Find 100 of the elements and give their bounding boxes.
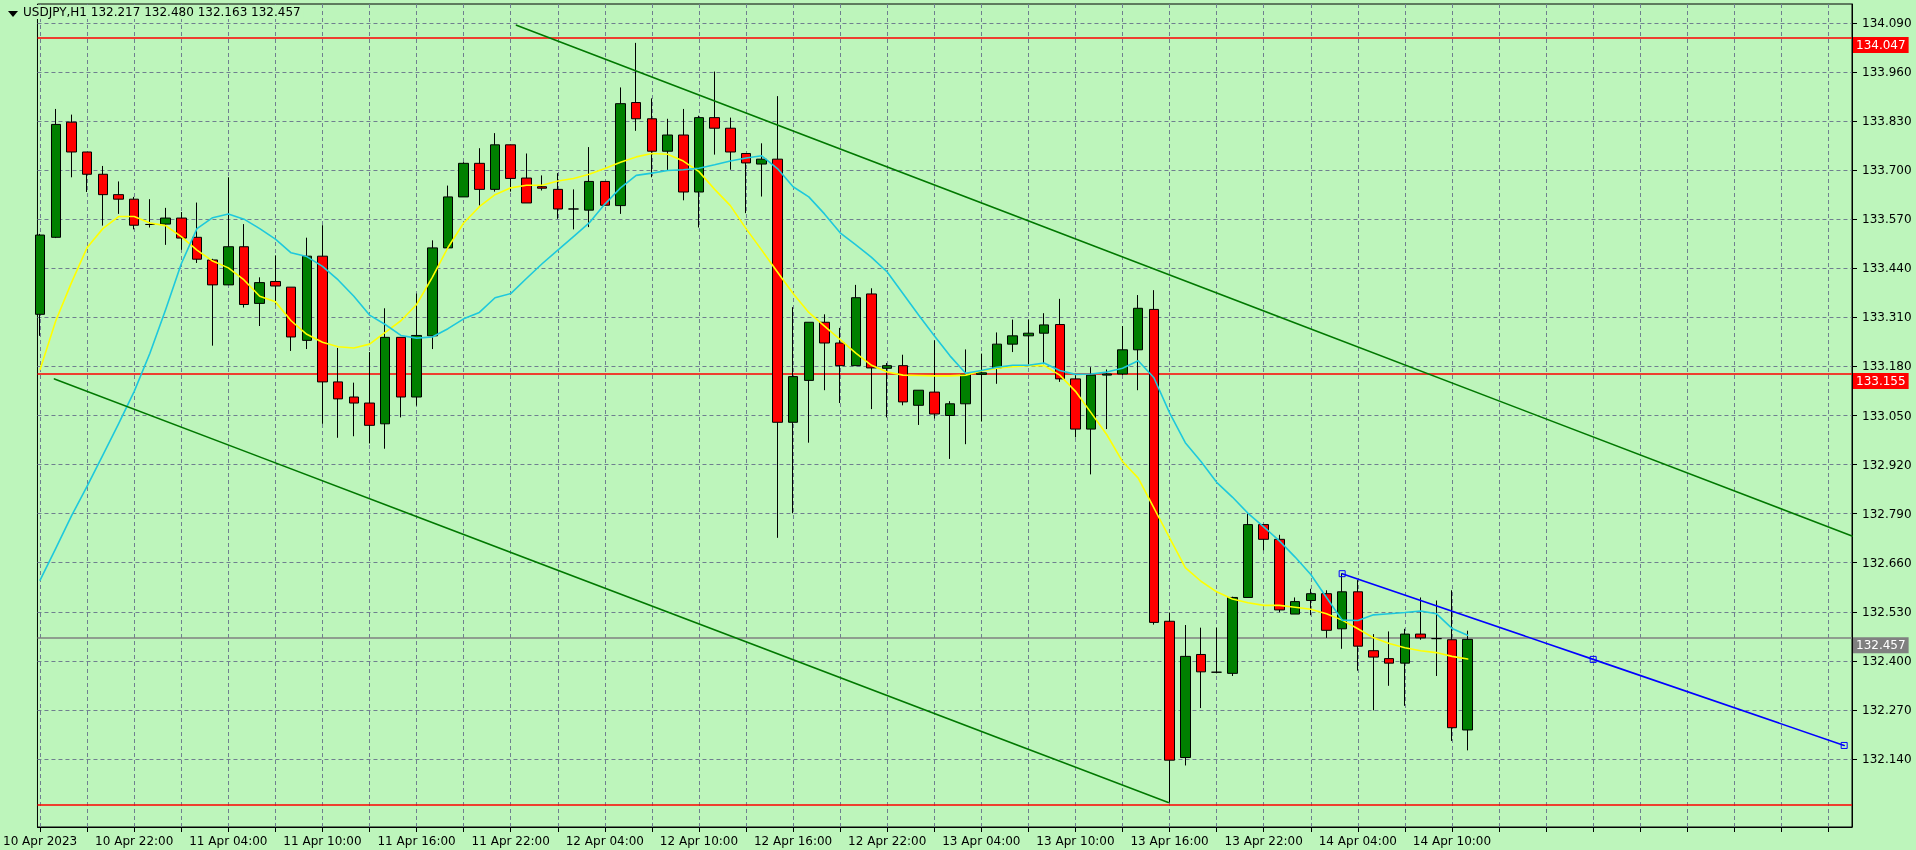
x-tick-label: 13 Apr 22:00 [1224,834,1303,848]
y-tick-label: 132.660 [1862,555,1912,570]
x-tick-label: 11 Apr 04:00 [189,834,268,848]
candlestick [741,153,751,214]
candlestick [709,71,720,156]
candlestick [1211,627,1222,674]
y-tick-label: 132.790 [1862,506,1912,521]
candlestick [207,258,218,347]
candlestick [505,144,516,193]
candlestick [913,389,924,426]
candlestick [1117,325,1128,376]
candlestick [129,196,139,230]
y-tick-label: 133.830 [1862,114,1912,129]
point [1589,655,1597,663]
candlestick [1306,588,1316,616]
candlestick [1400,628,1410,707]
candlestick [647,97,657,178]
candlestick [1007,319,1018,353]
candlestick [1039,312,1049,365]
candlestick [1133,294,1143,391]
candlestick [1243,512,1253,598]
candlestick [254,276,265,327]
candlestick [678,108,689,201]
candlestick [192,202,202,264]
y-tick-label: 132.920 [1862,457,1912,472]
candlestick [851,284,861,367]
x-tick-label: 12 Apr 16:00 [753,834,833,848]
candlestick [976,353,987,423]
y-tick-label: 132.530 [1862,604,1912,619]
candlestick [380,307,390,450]
ref-line-label: 132.457 [1856,638,1906,653]
candlestick [992,331,1002,385]
y-tick-label: 133.960 [1862,64,1912,79]
candlestick [600,180,610,207]
y-tick-label: 133.440 [1862,261,1912,276]
candlestick [1274,534,1285,613]
candlestick [239,223,249,309]
candlestick [411,293,422,407]
candlestick [427,239,438,350]
candlestick [1462,630,1473,751]
y-tick-label: 133.700 [1862,163,1912,178]
candlestick [1447,589,1457,742]
candlestick [145,198,155,228]
candlestick [51,108,61,239]
candlestick [945,400,955,460]
candlestick [1102,368,1112,430]
candlestick [223,176,234,286]
candlestick [302,237,312,350]
point [1840,741,1848,749]
chart-title: USDJPY,H1 132.217 132.480 132.163 132.457 [23,5,301,19]
y-tick-label: 134.090 [1862,15,1912,30]
x-tick-label: 11 Apr 10:00 [283,834,362,848]
candlestick [882,362,892,418]
candlestick [474,147,485,207]
candlestick [662,118,673,171]
candlestick [160,207,171,246]
candlestick [458,161,469,198]
ref-line-label: 134.047 [1856,37,1906,52]
candlestick [537,174,547,191]
candlestick [1368,633,1379,711]
y-tick-label: 133.310 [1862,310,1912,325]
candlestick [725,117,736,171]
x-tick-label: 13 Apr 04:00 [942,834,1021,848]
candlestick [788,306,798,514]
candlestick [1164,612,1175,803]
x-tick-label: 14 Apr 10:00 [1412,834,1492,848]
x-tick-label: 11 Apr 16:00 [377,834,456,848]
candlestick [82,151,92,193]
x-tick-label: 12 Apr 10:00 [659,834,739,848]
x-tick-label: 13 Apr 10:00 [1036,834,1115,848]
x-tick-label: 11 Apr 22:00 [471,834,550,848]
x-tick-label: 10 Apr 22:00 [95,834,174,848]
ref-line-label: 133.155 [1856,373,1906,388]
candlestick [1353,579,1363,672]
candlestick [1023,319,1034,365]
candlestick [521,153,532,204]
candlestick [1196,627,1206,709]
candlestick [568,188,579,230]
candlestick [1086,366,1096,475]
candlestick [756,142,767,198]
candlestick [443,185,453,249]
y-tick-label: 133.180 [1862,359,1912,374]
y-tick-label: 133.050 [1862,408,1912,423]
candlestick [631,42,641,132]
candlestick [286,286,296,352]
point [1338,570,1346,578]
candlestick [960,348,971,445]
x-tick-label: 12 Apr 22:00 [848,834,927,848]
candlestick [553,172,563,220]
y-tick-label: 132.270 [1862,702,1912,717]
candlestick [270,254,281,306]
candlestick [176,211,187,251]
candlestick [694,115,704,228]
y-tick-label: 132.140 [1862,752,1912,767]
candlestick [98,165,108,227]
candlestick [1180,624,1191,766]
candlestick [66,114,77,178]
candlestick [490,132,500,193]
candlestick [113,180,124,215]
x-tick-label: 13 Apr 16:00 [1130,834,1209,848]
